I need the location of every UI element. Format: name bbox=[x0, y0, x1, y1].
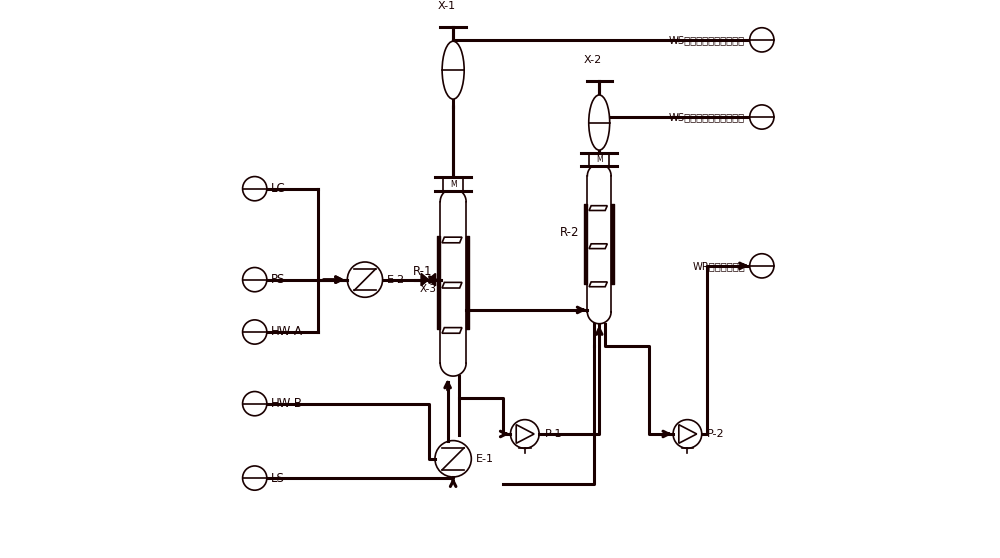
Text: X-3: X-3 bbox=[420, 284, 437, 294]
Circle shape bbox=[750, 28, 774, 52]
Circle shape bbox=[243, 392, 267, 416]
Polygon shape bbox=[428, 273, 436, 286]
Circle shape bbox=[750, 254, 774, 278]
Polygon shape bbox=[421, 273, 428, 286]
Text: LS: LS bbox=[271, 472, 285, 484]
Text: M: M bbox=[596, 155, 603, 164]
Text: R-1: R-1 bbox=[412, 265, 432, 278]
Circle shape bbox=[243, 466, 267, 490]
Bar bbox=[589, 152, 609, 166]
Text: X-1: X-1 bbox=[437, 1, 456, 11]
Text: HW-B: HW-B bbox=[271, 397, 303, 410]
Text: LC: LC bbox=[271, 182, 286, 195]
Text: R-2: R-2 bbox=[560, 227, 579, 239]
Circle shape bbox=[243, 320, 267, 344]
Ellipse shape bbox=[589, 95, 610, 150]
Text: HW-A: HW-A bbox=[271, 325, 303, 339]
Text: X-2: X-2 bbox=[584, 55, 602, 65]
Text: WR去后处理工序: WR去后处理工序 bbox=[693, 261, 745, 271]
Ellipse shape bbox=[442, 41, 464, 99]
Text: WS经冷却后去油水分层罐: WS经冷却后去油水分层罐 bbox=[669, 35, 745, 45]
Circle shape bbox=[243, 267, 267, 292]
Text: PS: PS bbox=[271, 273, 286, 286]
Circle shape bbox=[750, 105, 774, 129]
Text: WS经冷却后去油水分层罐: WS经冷却后去油水分层罐 bbox=[669, 112, 745, 122]
Text: E-1: E-1 bbox=[476, 454, 494, 464]
Circle shape bbox=[243, 176, 267, 201]
Text: P-2: P-2 bbox=[707, 429, 725, 439]
Text: E-2: E-2 bbox=[387, 275, 405, 285]
Bar bbox=[443, 177, 463, 191]
Text: P-1: P-1 bbox=[545, 429, 562, 439]
Text: M: M bbox=[450, 180, 456, 189]
